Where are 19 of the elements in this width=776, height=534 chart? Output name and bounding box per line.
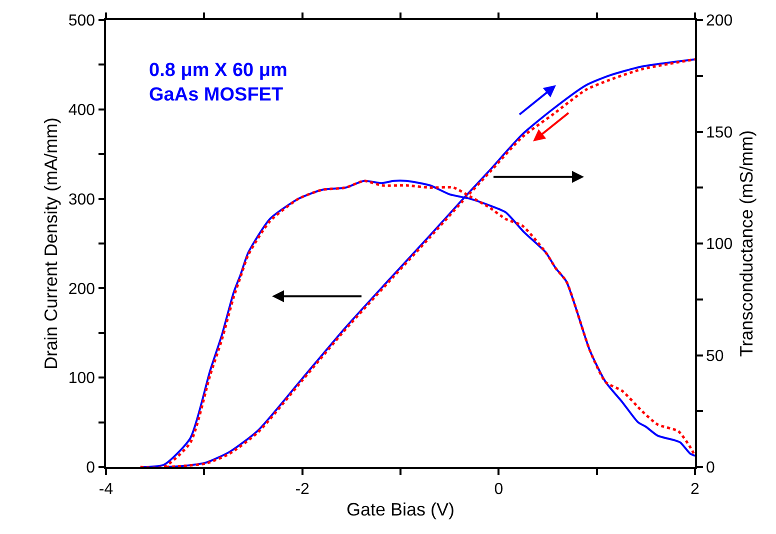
y2-tick-label: 150: [706, 124, 733, 142]
annotation: 0.8 μm X 60 μm GaAs MOSFET: [149, 60, 288, 106]
y-tick-label: 400: [68, 102, 96, 119]
y2-tick-label: 50: [706, 348, 724, 365]
y2-tick-label: 0: [706, 460, 715, 477]
y-axis-title: Drain Current Density (mA/mm): [41, 117, 62, 370]
y2-tick-label: 100: [706, 236, 733, 254]
x-axis-title: Gate Bias (V): [346, 500, 455, 520]
y-tick-label: 200: [68, 280, 96, 298]
x-tick-label: 2: [690, 480, 700, 498]
x-tick-label: 0: [494, 480, 504, 498]
y2-axis-title: Transconductance (mS/mm): [736, 130, 756, 357]
y-tick-label: 300: [68, 191, 96, 208]
x-tick-label: -2: [295, 480, 310, 498]
y2-tick-label: 200: [706, 12, 733, 30]
x-tick-label: -4: [98, 480, 114, 498]
y-tick-label: 100: [68, 370, 96, 388]
y-tick-label: 500: [68, 12, 96, 30]
y-tick-label: 0: [86, 460, 96, 477]
